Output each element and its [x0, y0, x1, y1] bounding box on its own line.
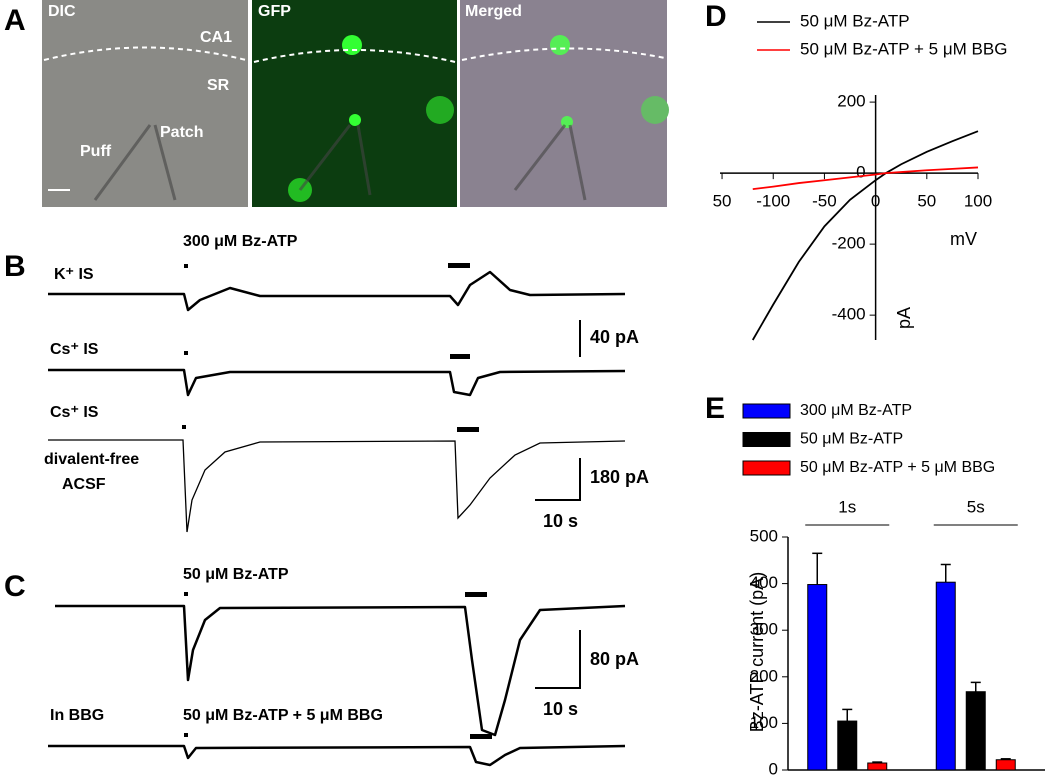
cell	[641, 96, 669, 124]
stimulus-mark	[184, 264, 188, 268]
stimulus-mark	[184, 351, 188, 355]
scale-label: 10 s	[543, 511, 578, 531]
layer-boundary	[43, 46, 666, 63]
x-tick-label: 50	[917, 192, 936, 211]
y-tick-label: 500	[750, 526, 778, 545]
annotation: Patch	[160, 124, 204, 141]
annotation: SR	[207, 77, 230, 94]
scale-label: 40 pA	[590, 327, 639, 347]
category-label: 1s	[838, 497, 856, 516]
series-line	[752, 166, 979, 190]
condition-label: ACSF	[62, 476, 106, 493]
legend-swatch	[742, 432, 791, 447]
trace	[55, 604, 626, 737]
y-tick-label: 100	[750, 713, 778, 732]
stimulus-mark	[470, 734, 492, 739]
x-tick-label: -50	[812, 192, 837, 211]
scale-bars	[535, 320, 581, 501]
stimulus-mark	[184, 733, 188, 737]
dic-image	[42, 0, 248, 207]
condition-label: divalent-free	[44, 451, 139, 468]
bar	[837, 720, 858, 771]
legend-label: 50 μM Bz-ATP	[800, 431, 903, 448]
cell	[342, 35, 362, 55]
y-tick-label: -400	[832, 305, 866, 324]
y-tick-label: -200	[832, 234, 866, 253]
trace-label: Cs⁺ IS	[50, 404, 99, 421]
panel-label: A	[4, 4, 26, 37]
stimulus-label: 50 μM Bz-ATP	[183, 566, 289, 583]
bar	[995, 759, 1016, 771]
legend-label: 300 μM Bz-ATP	[800, 402, 912, 419]
bar	[807, 584, 828, 771]
scale-label: 180 pA	[590, 467, 649, 487]
scale-label: 10 s	[543, 699, 578, 719]
y-tick-label: 200	[837, 92, 865, 111]
merged-image	[460, 0, 667, 207]
gfp-image	[252, 0, 457, 207]
legend-swatch	[742, 403, 791, 419]
bar	[935, 581, 956, 771]
cell	[349, 114, 361, 126]
stimulus-mark	[465, 592, 487, 597]
pipettes	[93, 124, 587, 201]
legend-label: 50 μM Bz-ATP	[800, 11, 910, 30]
cell	[550, 35, 570, 55]
image-label: Merged	[465, 3, 522, 20]
category-label: 5s	[967, 497, 985, 516]
trace	[48, 439, 626, 533]
bar	[867, 762, 888, 771]
series-line	[751, 130, 979, 341]
x-tick-label: 0	[871, 192, 880, 211]
y-tick-label: 0	[856, 163, 865, 182]
stimulus-mark	[182, 425, 186, 429]
y-tick-label: 0	[769, 759, 778, 777]
bar	[965, 691, 986, 771]
x-tick-label: 100	[964, 192, 992, 211]
x-tick-label: -100	[756, 192, 790, 211]
stimulus-mark	[184, 592, 188, 596]
annotation: Puff	[80, 143, 112, 160]
trace	[48, 270, 626, 312]
y-tick-label: 300	[750, 620, 778, 639]
legend-label: 50 μM Bz-ATP + 5 μM BBG	[800, 39, 1007, 58]
stimulus-label: 50 μM Bz-ATP + 5 μM BBG	[183, 707, 383, 724]
scale-bars	[535, 630, 581, 689]
trace	[48, 368, 626, 397]
y-axis-label: Bz-ATP current (pA)	[747, 572, 767, 732]
stimulus-mark	[448, 263, 470, 268]
image-label: DIC	[48, 3, 76, 20]
x-tick-label: 50	[713, 192, 732, 211]
image-label: GFP	[258, 3, 291, 20]
panel-label: B	[4, 250, 26, 283]
legend-swatch	[742, 460, 791, 476]
panel-label: D	[705, 0, 727, 33]
trace-label: K⁺ IS	[54, 266, 94, 283]
trace-label: Cs⁺ IS	[50, 341, 99, 358]
stimulus-label: 300 μM Bz-ATP	[183, 233, 298, 250]
y-tick-label: 200	[750, 666, 778, 685]
panel-label: E	[705, 392, 725, 425]
stimulus-mark	[450, 354, 470, 359]
y-axis-label: pA	[894, 307, 914, 329]
condition-label: In BBG	[50, 707, 104, 724]
legend-label: 50 μM Bz-ATP + 5 μM BBG	[800, 459, 995, 476]
y-tick-label: 400	[750, 573, 778, 592]
x-axis-label: mV	[950, 229, 977, 249]
annotation: CA1	[200, 29, 232, 46]
panel-label: C	[4, 570, 26, 603]
stimulus-mark	[457, 427, 479, 432]
trace	[48, 744, 626, 767]
cell	[426, 96, 454, 124]
scale-label: 80 pA	[590, 649, 639, 669]
